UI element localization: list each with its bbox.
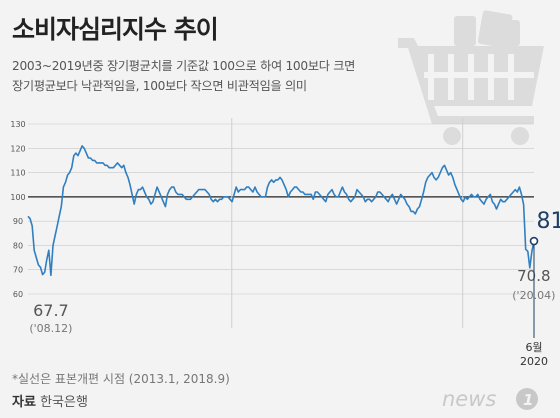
annotation-date: ('08.12): [29, 322, 72, 335]
series-line: [27, 145, 535, 277]
subtitle-line-1: 2003~2019년중 장기평균치를 기준값 100으로 하여 100보다 크면: [12, 59, 356, 73]
footnote: *실선은 표본개편 시점 (2013.1, 2018.9): [12, 372, 230, 386]
highlight-value: 81.8: [537, 209, 560, 234]
svg-text:1: 1: [523, 391, 533, 409]
source-label: 자료: [12, 395, 36, 410]
annotation-value: 67.7: [33, 301, 69, 320]
highlight-year: 2020: [520, 355, 548, 368]
y-tick-label: 100: [10, 193, 25, 202]
y-tick-label: 120: [10, 144, 25, 153]
y-tick-label: 60: [13, 290, 23, 299]
y-tick-label: 90: [13, 217, 23, 226]
highlight-month: 6월: [525, 341, 542, 354]
shopping-cart-icon: [398, 10, 544, 145]
highlight-point: [529, 236, 539, 246]
y-tick-label: 80: [13, 241, 23, 250]
y-tick-label: 70: [13, 266, 23, 275]
source-line: 자료 한국은행: [12, 391, 88, 410]
news1-logo: news 1: [442, 387, 538, 411]
y-tick-label: 110: [10, 169, 25, 178]
subtitle-line-2: 장기평균보다 낙관적임을, 100보다 작으면 비관적임을 의미: [12, 79, 307, 93]
y-tick-label: 130: [10, 120, 25, 129]
source-text: 한국은행: [40, 395, 88, 410]
svg-text:news: news: [442, 387, 496, 411]
chart-title: 소비자심리지수 추이: [12, 15, 219, 44]
